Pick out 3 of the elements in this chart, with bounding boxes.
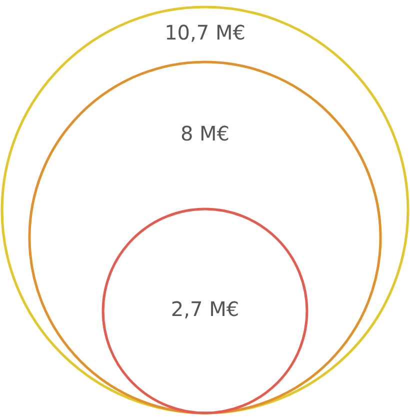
data-label: 10,7 M€	[164, 20, 246, 45]
data-label: 8 M€	[180, 122, 230, 146]
data-label: 2,7 M€	[170, 297, 240, 322]
